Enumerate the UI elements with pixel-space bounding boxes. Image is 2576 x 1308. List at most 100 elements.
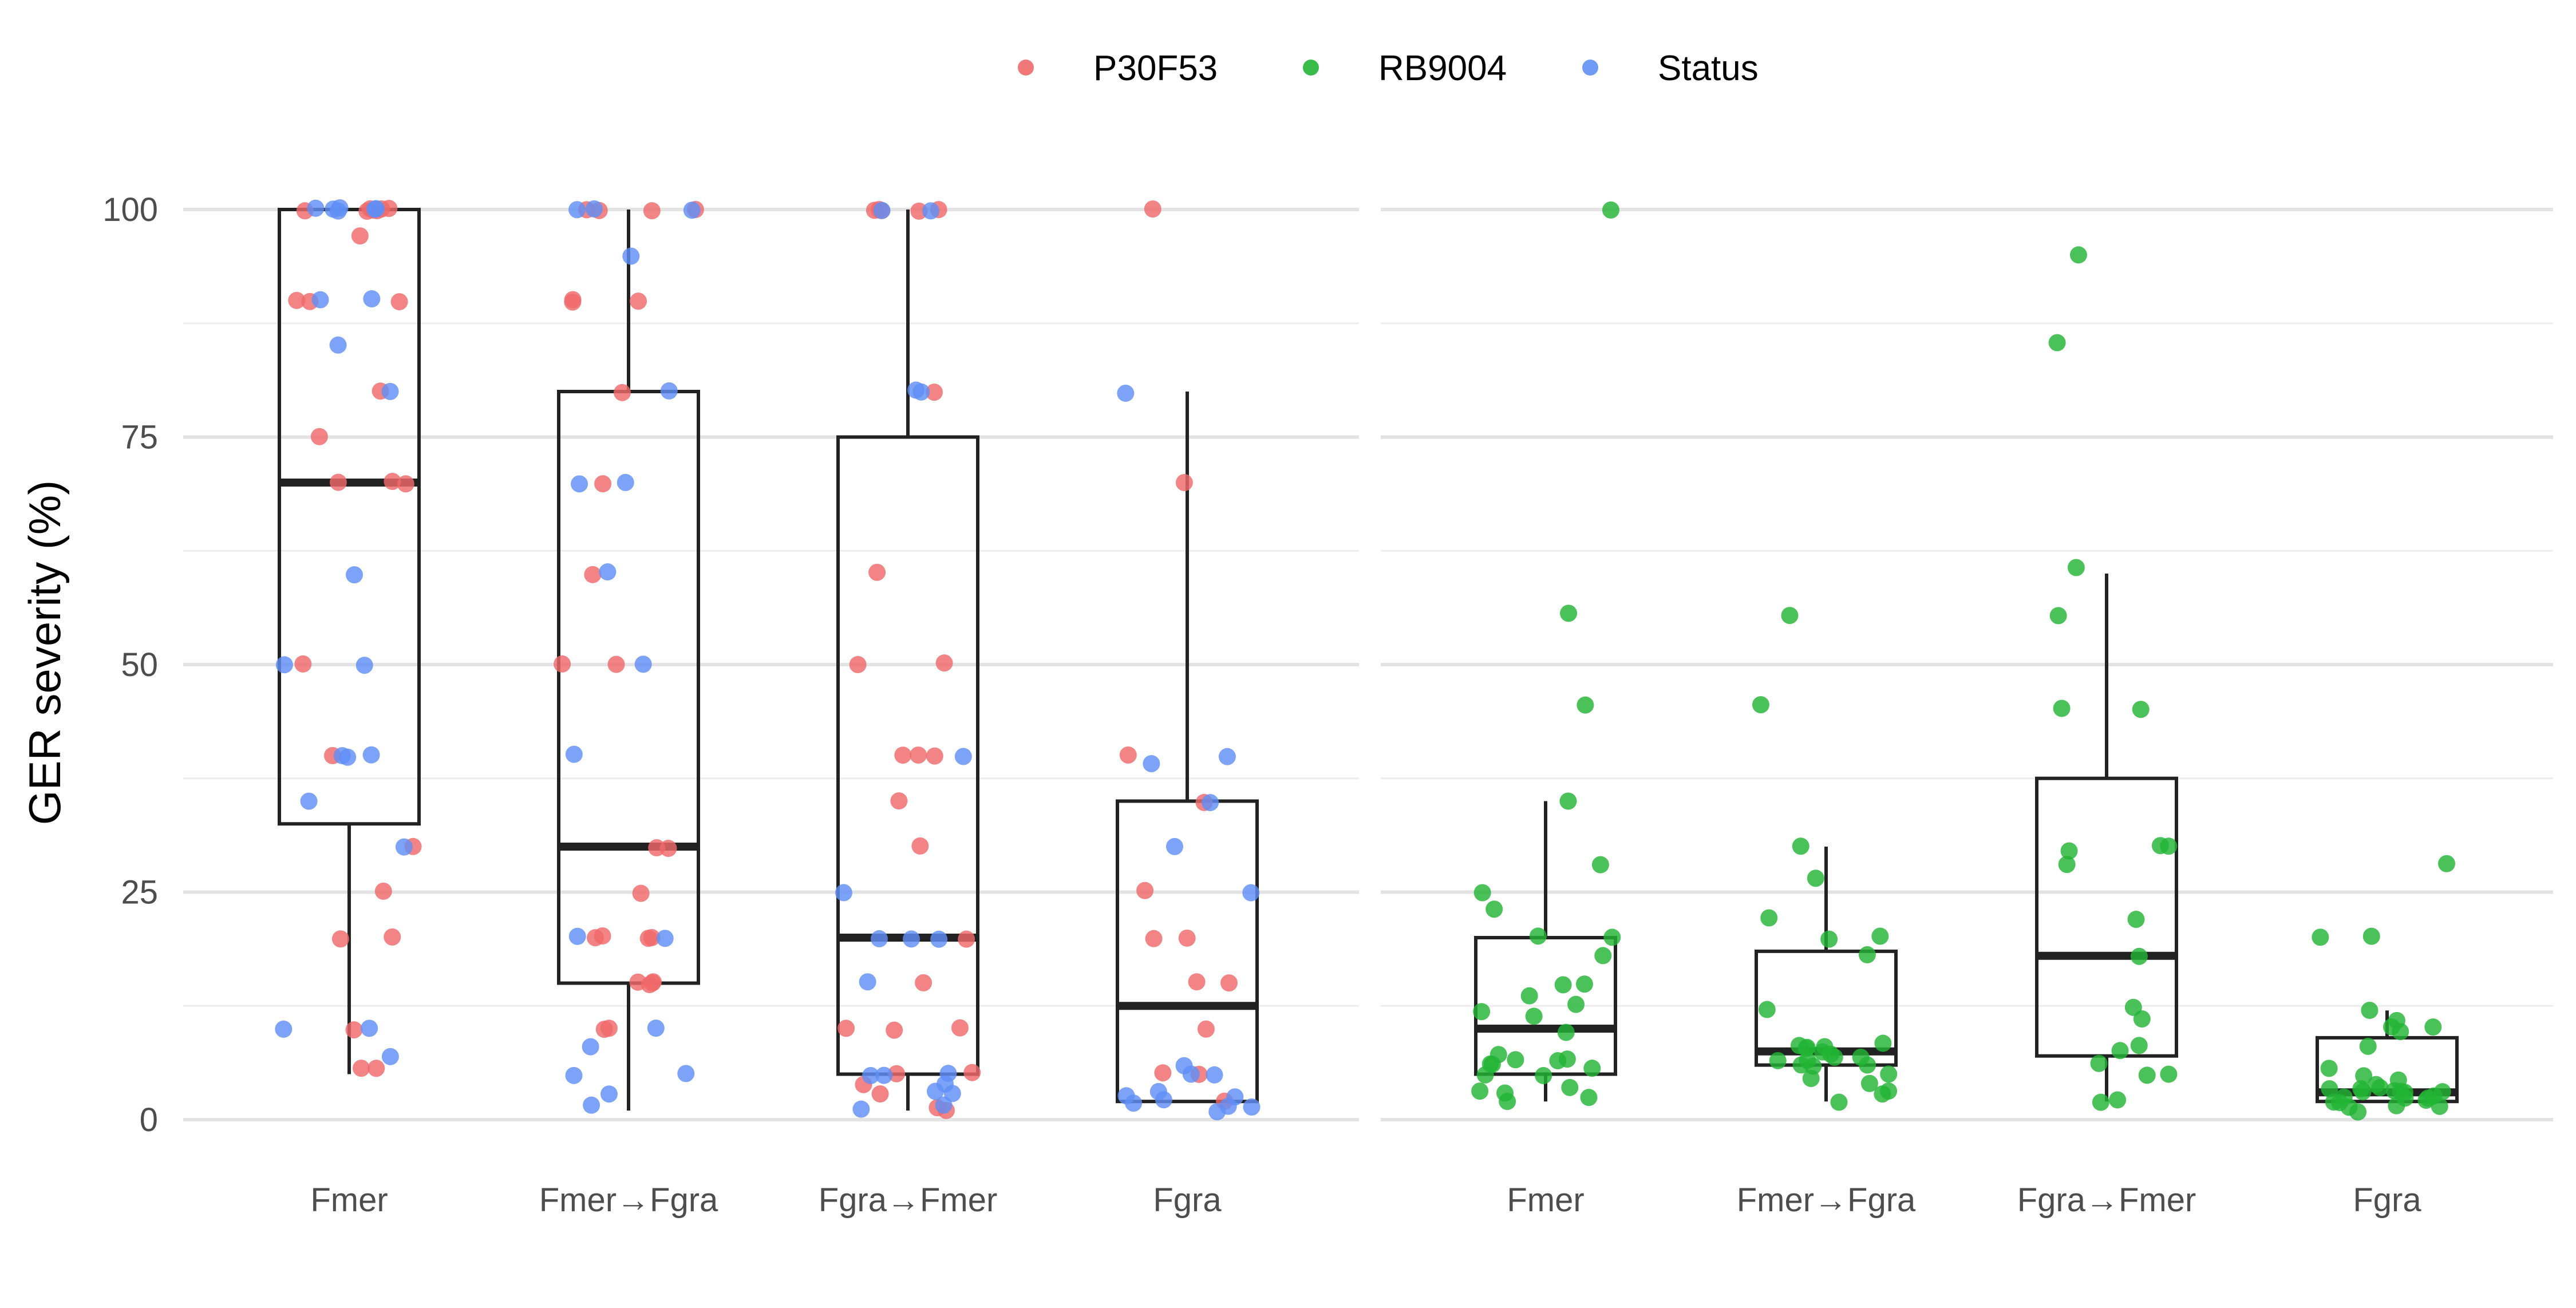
- data-point: [1560, 604, 1578, 622]
- data-point: [613, 384, 631, 401]
- data-point: [594, 475, 612, 493]
- data-point: [1602, 201, 1619, 219]
- data-point: [568, 927, 586, 945]
- data-point: [634, 655, 652, 673]
- data-point: [868, 563, 886, 581]
- data-point: [922, 202, 939, 220]
- data-point: [2090, 1054, 2108, 1072]
- data-point: [368, 200, 385, 218]
- data-point: [1208, 1103, 1226, 1121]
- data-point: [630, 293, 647, 310]
- data-point: [622, 247, 640, 265]
- data-point: [1558, 1050, 1576, 1068]
- y-tick-label: 100: [102, 191, 158, 228]
- data-point: [930, 930, 948, 948]
- data-point: [571, 475, 588, 493]
- data-point: [1535, 1066, 1552, 1084]
- data-point: [875, 1066, 893, 1084]
- data-point: [1591, 856, 1609, 874]
- data-point: [910, 746, 927, 764]
- data-point: [1473, 884, 1491, 902]
- data-point: [632, 884, 650, 902]
- data-point: [1242, 884, 1260, 902]
- data-point: [1769, 1052, 1787, 1069]
- data-point: [564, 291, 582, 309]
- data-point: [374, 882, 392, 900]
- y-axis-title: GER severity (%): [19, 480, 70, 825]
- data-point: [1561, 1078, 1579, 1096]
- data-point: [2132, 701, 2150, 718]
- data-point: [1860, 1074, 1878, 1092]
- data-point: [368, 1060, 385, 1077]
- data-point: [963, 1064, 981, 1081]
- data-point: [300, 792, 318, 810]
- data-point: [381, 1048, 399, 1065]
- data-point: [361, 1019, 378, 1037]
- data-point: [397, 475, 414, 493]
- x-axis-ticks: Fmer Fmer→Fgra Fgra→Fmer Fgra Fmer Fmer→Fgra F…: [310, 1181, 2421, 1219]
- data-point: [288, 291, 306, 309]
- x-tick-label: Fgra: [2353, 1181, 2421, 1219]
- data-point: [1202, 794, 1219, 812]
- data-point: [568, 201, 586, 219]
- data-point: [2362, 927, 2380, 945]
- data-point: [1197, 1020, 1215, 1038]
- data-point: [565, 1066, 583, 1084]
- data-point: [677, 1065, 695, 1082]
- data-point: [346, 566, 364, 584]
- data-point: [1559, 792, 1577, 810]
- data-point: [643, 928, 661, 946]
- y-tick-label: 25: [121, 874, 158, 911]
- box-iqr: [2316, 1036, 2459, 1104]
- data-point: [1798, 1038, 1816, 1056]
- data-point: [2424, 1018, 2442, 1036]
- data-point: [1871, 927, 1889, 945]
- data-point: [911, 837, 929, 855]
- data-point: [331, 930, 349, 948]
- data-point: [2359, 1037, 2377, 1055]
- data-point: [584, 566, 602, 583]
- data-point: [2049, 607, 2067, 625]
- data-point: [629, 973, 647, 991]
- data-point: [958, 930, 975, 948]
- data-point: [2048, 334, 2066, 351]
- data-point: [310, 428, 328, 445]
- data-point: [888, 1065, 906, 1082]
- data-point: [2069, 246, 2087, 264]
- data-point: [837, 1019, 855, 1037]
- data-point: [1577, 696, 1594, 714]
- data-point: [927, 1082, 945, 1100]
- data-point: [362, 746, 380, 764]
- data-point: [1154, 1064, 1172, 1082]
- data-point: [607, 655, 625, 673]
- data-point: [1471, 1082, 1489, 1100]
- box-iqr: [1116, 799, 1259, 1104]
- data-point: [886, 1021, 903, 1039]
- data-point: [935, 1096, 953, 1114]
- data-point: [617, 473, 634, 491]
- data-point: [384, 473, 401, 491]
- data-point: [1117, 384, 1135, 402]
- data-point: [1603, 928, 1621, 946]
- data-point: [1520, 987, 1538, 1005]
- data-point: [1188, 973, 1206, 991]
- data-point: [565, 745, 583, 763]
- data-point: [1206, 1066, 1223, 1084]
- data-point: [647, 1019, 665, 1037]
- data-point: [1165, 837, 1183, 855]
- data-point: [954, 748, 972, 765]
- data-point: [2060, 842, 2078, 860]
- data-point: [852, 1100, 870, 1118]
- data-point: [2312, 928, 2329, 946]
- data-point: [835, 884, 852, 902]
- data-point: [890, 792, 908, 810]
- data-point: [859, 973, 876, 991]
- data-point: [331, 199, 349, 217]
- data-point: [311, 291, 329, 309]
- data-point: [1880, 1065, 1898, 1083]
- data-point: [2354, 1083, 2372, 1101]
- x-tick-label: Fmer→Fgra: [1737, 1181, 1916, 1219]
- data-point: [1485, 900, 1503, 918]
